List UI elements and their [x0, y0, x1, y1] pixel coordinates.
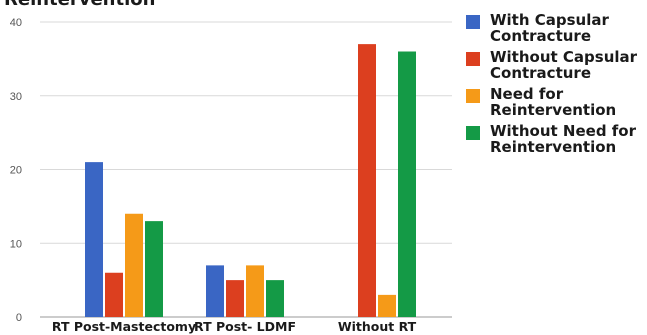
legend-swatch	[466, 52, 480, 66]
legend-label: Without Need for Reintervention	[490, 122, 637, 156]
bar	[105, 272, 123, 317]
legend-swatch	[466, 126, 480, 140]
legend-swatch	[466, 89, 480, 103]
legend-item: Without Need for Reintervention	[466, 123, 646, 155]
bar	[125, 213, 143, 317]
bars	[85, 44, 416, 317]
y-tick-label: 10	[10, 238, 22, 250]
legend: With Capsular Contracture Without Capsula…	[466, 12, 646, 160]
chart-title-layer: Reintervention	[4, 0, 155, 10]
y-tick-label: 40	[10, 17, 22, 29]
y-tick-label: 20	[10, 165, 22, 177]
bar	[206, 265, 224, 317]
legend-swatch	[466, 15, 480, 29]
x-category-label: RT Post-Mastectomy	[52, 319, 196, 334]
legend-item: Without Capsular Contracture	[466, 49, 646, 81]
legend-label: With Capsular Contracture	[490, 11, 609, 45]
legend-item: With Capsular Contracture	[466, 12, 646, 44]
bar	[378, 294, 396, 317]
y-tick-label: 0	[16, 312, 22, 324]
legend-item: Need for Reintervention	[466, 86, 646, 118]
bar	[246, 265, 264, 317]
bar	[226, 280, 244, 317]
legend-label: Without Capsular Contracture	[490, 48, 638, 82]
chart-title: Reintervention	[4, 0, 155, 10]
bar	[358, 44, 376, 317]
y-tick-label: 30	[10, 91, 22, 103]
x-category-label: RT Post- LDMF	[194, 319, 296, 334]
bar	[398, 51, 416, 317]
bar	[85, 162, 103, 317]
legend-label: Need for Reintervention	[490, 85, 617, 119]
bar	[266, 280, 284, 317]
bar	[145, 221, 163, 317]
x-category-label: Without RT	[338, 319, 417, 334]
